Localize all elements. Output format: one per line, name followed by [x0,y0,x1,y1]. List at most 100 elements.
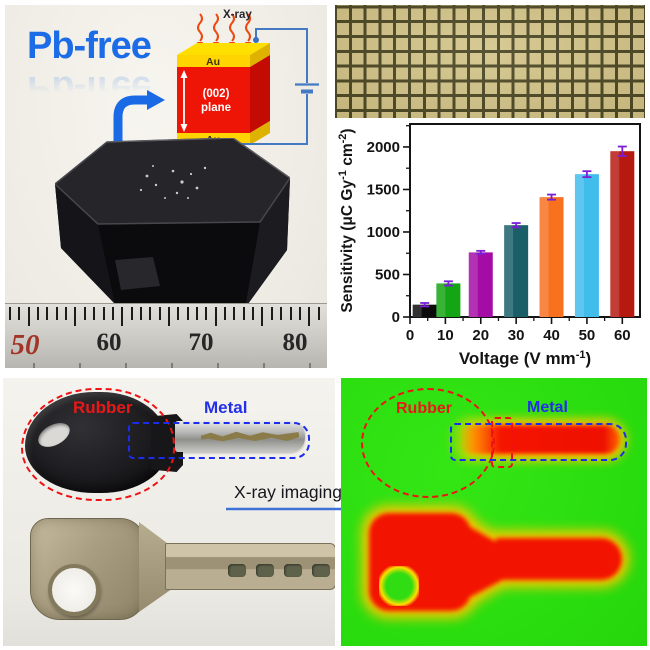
metal-outline-dashed [450,423,627,461]
key-dimple [312,564,330,577]
svg-text:500: 500 [375,266,400,283]
ruler-bottom-tick [263,363,265,368]
plane-label-2: plane [201,102,231,114]
ruler-tick [55,307,58,320]
ruler-tick [205,307,208,320]
ruler-tick [18,307,21,320]
xray-image-panel: Rubber Metal [341,378,647,646]
curved-arrow-icon [113,90,165,149]
key-dimple [284,564,302,577]
svg-text:2000: 2000 [367,139,400,156]
ruler-tick [121,307,124,326]
ruler-tick [261,307,264,326]
svg-text:60: 60 [614,327,631,344]
ruler-tick [83,307,86,320]
ruler-tick [242,307,245,320]
junction-outline-dashed [491,417,513,468]
metal-key-blade [165,543,335,590]
ruler-number: 70 [188,329,214,356]
xray-beams-icon [197,13,251,42]
ruler-tick [298,307,301,320]
y-axis-label: Sensitivity (μC Gy-1 cm-2) [337,128,356,312]
ruler-bottom-tick [217,363,219,368]
svg-text:0: 0 [392,309,400,326]
ruler-tick [130,307,133,320]
x-axis-label: Voltage (V mm-1) [459,349,591,368]
xray-label: X-ray [223,9,252,21]
rubber-key-blade [175,421,305,452]
ruler-tick [214,307,217,326]
key-dimple [256,564,274,577]
ruler-tick [224,307,227,320]
ruler-tick [158,307,161,320]
svg-text:20: 20 [472,327,489,344]
ruler-tick [102,307,105,320]
sensitivity-chart: 0 10 20 30 40 50 60 0 500 1000 1500 2000 Voltage (V … [335,118,650,375]
svg-text:30: 30 [508,327,525,344]
svg-text:1000: 1000 [367,224,400,241]
rubber-key-groove [201,431,299,442]
au-top-label: Au [206,56,220,68]
ruler-tick [27,307,30,326]
ruler-bottom-tick [33,363,35,368]
ruler-tick [46,307,49,320]
error-bars [420,145,627,308]
ruler-tick [37,307,40,320]
ruler-bottom-tick [171,363,173,368]
ruler-tick [289,307,292,320]
svg-text:1500: 1500 [367,181,400,198]
ruler-number: 80 [282,329,308,356]
ruler-tick [252,307,255,320]
svg-text:50: 50 [579,327,596,344]
svg-text:10: 10 [437,327,454,344]
ruler: 50 60 70 80 [5,303,327,368]
ruler-tick [167,307,170,326]
svg-text:Sensitivity (μC Gy-1 cm-2): Sensitivity (μC Gy-1 cm-2) [337,128,356,312]
key-dimple [228,564,246,577]
ruler-tick [93,307,96,320]
bars [412,151,635,317]
ruler-tick [149,307,152,320]
ruler-tick [74,307,77,326]
ruler-number: 60 [96,329,122,356]
svg-text:Voltage (V mm-1): Voltage (V mm-1) [459,349,591,368]
detector-cube [177,43,270,145]
ruler-tick [65,307,68,320]
ruler-tick [233,307,236,320]
ruler-tick [139,307,142,320]
svg-text:0: 0 [406,327,414,344]
ruler-number: 50 [10,329,40,361]
right-arrow-icon [226,503,355,515]
bias-circuit [242,28,319,145]
ruler-tick [196,307,198,320]
ruler-tick [308,307,311,326]
ruler-tick [111,307,114,320]
ruler-bottom-tick [79,363,81,368]
metal-label: Metal [527,399,568,416]
pb-free-label: Pb-free [27,25,152,67]
ruler-tick [280,307,283,320]
metal-outline-dashed [128,422,310,459]
ruler-tick [186,307,189,320]
ruler-bottom-tick [125,363,127,368]
metal-key-hole [48,564,100,616]
device-schematic: X-ray Au Au (002) plane [177,9,319,146]
ruler-tick [177,307,180,320]
rubber-label: Rubber [396,400,452,417]
axes: 0 10 20 30 40 50 60 0 500 1000 1500 2000 [367,125,631,344]
rubber-outline-dashed [21,388,175,501]
crystal-specks [139,165,207,199]
svg-text:40: 40 [543,327,560,344]
xray-imaging-label: X-ray imaging [234,482,342,502]
ruler-tick [9,307,11,320]
rubber-label: Rubber [73,398,133,417]
metal-label: Metal [204,398,248,417]
ruler-tick [317,307,320,320]
keys-photo: Rubber Metal [3,378,335,646]
ruler-tick [270,307,273,320]
plane-label-1: (002) [203,88,230,100]
pixel-array-photo [335,5,645,118]
plane-arrow-icon [180,70,188,132]
panel-crystal-photo: Pb-free Pb-free X-ray [5,5,327,368]
